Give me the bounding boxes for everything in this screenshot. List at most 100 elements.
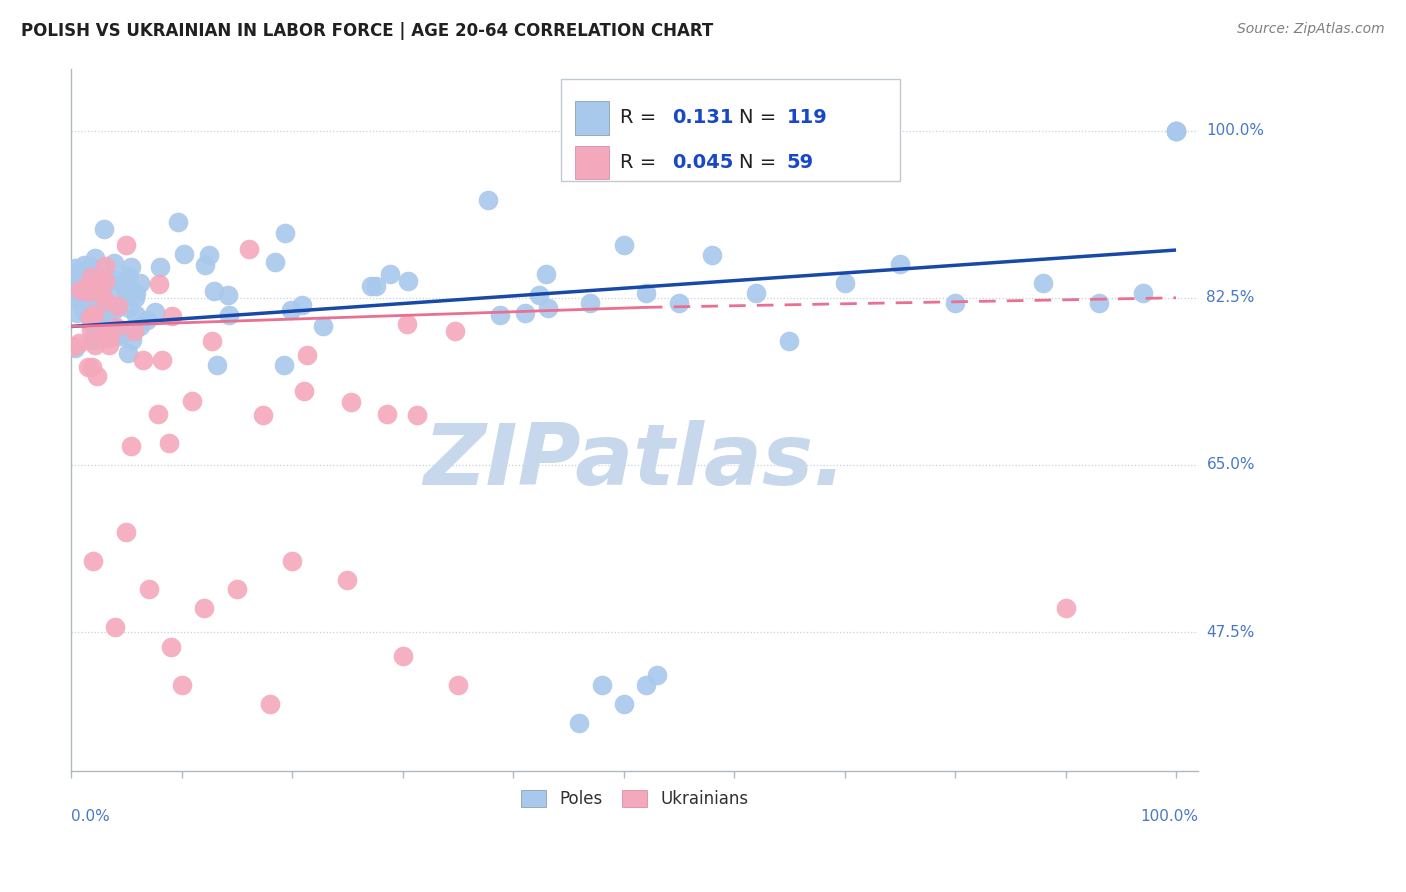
Point <box>274 226 297 240</box>
Point <box>148 407 170 421</box>
Point <box>96 320 118 334</box>
Text: Source: ZipAtlas.com: Source: ZipAtlas.com <box>1237 22 1385 37</box>
Point <box>218 308 240 322</box>
Point <box>943 295 966 310</box>
Point <box>889 257 911 271</box>
Point <box>105 320 128 334</box>
Point <box>93 259 115 273</box>
Point <box>63 342 86 356</box>
Point <box>84 289 107 303</box>
Point <box>103 272 125 286</box>
Point <box>62 266 84 280</box>
Point <box>120 260 142 275</box>
Text: 0.0%: 0.0% <box>72 809 110 824</box>
Point <box>66 306 89 320</box>
Point <box>238 242 260 256</box>
Point <box>117 268 139 283</box>
Point <box>170 678 193 692</box>
Point <box>143 305 166 319</box>
Point <box>104 620 127 634</box>
Point <box>294 384 316 398</box>
Point <box>79 259 101 273</box>
Point <box>79 310 101 325</box>
Point <box>447 678 470 692</box>
Point <box>63 339 86 353</box>
Text: 65.0%: 65.0% <box>1206 458 1256 473</box>
Point <box>108 328 131 343</box>
Point <box>135 312 157 326</box>
Point <box>76 359 98 374</box>
Point <box>125 285 148 300</box>
Point <box>82 268 104 282</box>
Point <box>700 248 723 262</box>
Point <box>778 334 800 348</box>
Point <box>264 255 287 269</box>
Point <box>117 301 139 315</box>
Point <box>90 305 112 319</box>
Text: 100.0%: 100.0% <box>1140 809 1198 824</box>
Point <box>69 284 91 298</box>
Point <box>97 338 120 352</box>
Point <box>375 407 398 421</box>
Point <box>80 359 103 374</box>
Point <box>77 305 100 319</box>
Point <box>489 308 512 322</box>
Bar <box>561 79 900 181</box>
Point <box>73 283 96 297</box>
Point <box>90 287 112 301</box>
Point <box>360 278 382 293</box>
Point <box>180 393 202 408</box>
Point <box>80 313 103 327</box>
Point <box>111 326 134 341</box>
Point <box>579 295 602 310</box>
Point <box>568 715 591 730</box>
Point <box>89 311 111 326</box>
Point <box>159 640 181 654</box>
Point <box>1164 123 1187 137</box>
Point <box>529 288 551 302</box>
Point <box>157 435 180 450</box>
Point <box>93 279 115 293</box>
Text: POLISH VS UKRAINIAN IN LABOR FORCE | AGE 20-64 CORRELATION CHART: POLISH VS UKRAINIAN IN LABOR FORCE | AGE… <box>21 22 713 40</box>
Point <box>339 395 361 409</box>
Point <box>391 648 413 663</box>
Point <box>281 553 304 567</box>
Point <box>93 274 115 288</box>
Bar <box>575 145 609 179</box>
Point <box>395 317 418 331</box>
Point <box>312 318 335 333</box>
Point <box>67 278 90 293</box>
Point <box>77 303 100 318</box>
Text: ZIPatlas.: ZIPatlas. <box>423 420 846 503</box>
Point <box>73 301 96 315</box>
Point <box>63 268 86 283</box>
Point <box>80 315 103 329</box>
Point <box>98 331 121 345</box>
Point <box>93 276 115 290</box>
Point <box>63 289 86 303</box>
Text: 47.5%: 47.5% <box>1206 624 1254 640</box>
Point <box>202 284 225 298</box>
Point <box>103 323 125 337</box>
Point <box>76 280 98 294</box>
Point <box>90 305 112 319</box>
Point <box>613 697 636 711</box>
Point <box>148 277 170 291</box>
Point <box>75 296 97 310</box>
Point <box>90 309 112 323</box>
Point <box>80 311 103 326</box>
Point <box>87 318 110 333</box>
Point <box>406 408 429 422</box>
Point <box>103 256 125 270</box>
Point <box>1164 123 1187 137</box>
Point <box>834 277 856 291</box>
Point <box>537 301 560 315</box>
Point <box>138 582 160 597</box>
Point <box>1032 277 1054 291</box>
Point <box>668 295 690 310</box>
Point <box>80 295 103 310</box>
Point <box>252 409 274 423</box>
Text: 119: 119 <box>787 108 828 128</box>
Point <box>205 358 228 372</box>
Point <box>115 237 138 252</box>
